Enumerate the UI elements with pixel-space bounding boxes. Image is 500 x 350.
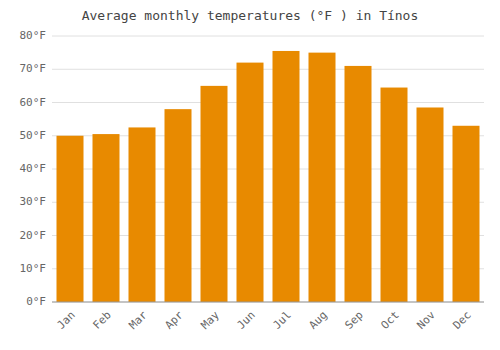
y-tick-label: 80°F xyxy=(20,29,47,42)
y-tick-label: 10°F xyxy=(20,262,47,275)
x-tick-label: Sep xyxy=(343,309,366,332)
bar xyxy=(165,109,192,302)
y-tick-label: 0°F xyxy=(26,295,46,308)
bar xyxy=(309,53,336,302)
x-tick-label: Jan xyxy=(55,309,78,332)
y-grid xyxy=(52,36,484,302)
y-tick-label: 40°F xyxy=(20,162,47,175)
x-axis-line xyxy=(52,302,484,303)
x-tick-label: Mar xyxy=(127,308,151,332)
bar xyxy=(93,134,120,302)
grid-line xyxy=(52,69,484,70)
x-tick-label: Jun xyxy=(235,309,258,332)
bar xyxy=(129,127,156,302)
bar xyxy=(345,66,372,302)
y-tick-label: 20°F xyxy=(20,229,47,242)
y-tick-label: 60°F xyxy=(20,96,47,109)
x-tick-label: Dec xyxy=(451,309,474,332)
bar xyxy=(57,136,84,302)
chart: 0°F 10°F 20°F 30°F 40°F 50°F 60°F 70°F 80°F Jan Fe… xyxy=(0,0,500,350)
chart-container: 0°F 10°F 20°F 30°F 40°F 50°F 60°F 70°F 80°F Jan Fe… xyxy=(0,0,500,350)
x-tick-label: Jul xyxy=(271,309,294,332)
x-tick-label: Apr xyxy=(163,308,187,332)
x-tick-label: Oct xyxy=(379,309,402,332)
x-tick-label: Aug xyxy=(307,309,330,332)
x-tick-label: May xyxy=(199,308,223,332)
grid-line xyxy=(52,102,484,103)
y-tick-label: 70°F xyxy=(20,62,47,75)
bar xyxy=(237,63,264,302)
bars xyxy=(57,51,480,302)
title: Average monthly temperatures (°F ) in Tí… xyxy=(82,8,419,23)
y-tick-label: 50°F xyxy=(20,129,47,142)
y-tick-label: 30°F xyxy=(20,195,47,208)
bar xyxy=(381,88,408,302)
bar xyxy=(201,86,228,302)
bar xyxy=(273,51,300,302)
bar xyxy=(453,126,480,302)
x-tick-label: Feb xyxy=(91,309,114,332)
x-tick-label: Nov xyxy=(415,308,439,332)
bar xyxy=(417,107,444,302)
grid-line xyxy=(52,36,484,37)
grid-line xyxy=(52,302,484,303)
